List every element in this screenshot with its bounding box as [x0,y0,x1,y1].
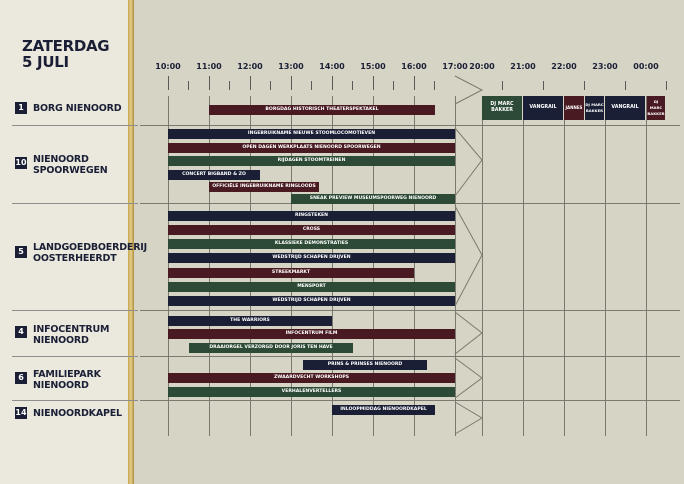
time-label: 21:00 [510,62,536,71]
hour-tick [209,76,210,90]
grid-line [646,96,647,436]
event-bar: INLOOPMIDDAG NIENOORDKAPEL [332,405,435,415]
location-familiepark: FAMILIEPARK NIENOORD [33,369,101,391]
event-bar: ZWAARDVECHT WORKSHOPS [168,373,455,383]
event-bar: DRAAIORGEL VERZORGD DOOR JORIS TEN HAVE [189,343,353,353]
event-bar: WEDSTRIJD SCHAPEN DRIJVEN [168,296,455,306]
time-label: 00:00 [633,62,659,71]
hour-tick [168,76,169,90]
hour-tick [250,76,251,90]
time-label: 22:00 [551,62,577,71]
hour-tick [332,76,333,90]
event-bar: OPEN DAGEN WERKPLAATS NIENOORD SPOORWEGE… [168,143,455,153]
location-landgoedboerderij: LANDGOEDBOERDERIJ OOSTERHEERDT [33,242,147,264]
half-tick [666,81,667,90]
page-title: ZATERDAG 5 JULI [22,37,110,71]
time-label: 17:00 [442,62,468,71]
event-bar: KLASSIEKE DEMONSTRATIES [168,239,455,249]
time-label: 11:00 [196,62,222,71]
half-tick [543,81,544,90]
section-line [140,356,680,357]
half-tick [311,81,312,90]
time-label: 10:00 [155,62,181,71]
event-bar: STREEKMARKT [168,268,414,278]
event-bar: THE WARRIORS [168,316,332,326]
separator [12,125,138,126]
evening-block: JANNES [564,96,584,120]
evening-block: DJ MARC BAKKER [482,96,522,120]
event-bar: WEDSTRIJD SCHAPEN DRIJVEN [168,253,455,263]
half-tick [270,81,271,90]
location-infocentrum: INFOCENTRUM NIENOORD [33,324,110,346]
location-number: 1 [15,102,27,114]
day-label: ZATERDAG [22,37,110,55]
grid-line [482,96,483,436]
location-number: 4 [15,326,27,338]
event-bar: INGEBRUIKNAME NIEUWE STOOMLOCOMOTIEVEN [168,129,455,139]
grid-line [209,96,210,436]
separator [12,310,138,311]
location-number: 5 [15,246,27,258]
location-number: 10 [15,157,27,169]
hour-tick [291,76,292,90]
event-bar: PRINS & PRINSES NIENOORD [303,360,427,370]
grid-line [373,96,374,436]
time-label: 23:00 [592,62,618,71]
grid-line [605,96,606,436]
grid-line [332,96,333,436]
grid-line [455,96,456,436]
section-line [140,400,680,401]
sidebar [0,0,132,484]
event-bar: INFOCENTRUM FILM [168,329,455,339]
half-tick [502,81,503,90]
gold-divider [128,0,134,484]
location-number: 6 [15,372,27,384]
grid-line [564,96,565,436]
separator [12,356,138,357]
hour-tick [414,76,415,90]
event-bar: SNEAK PREVIEW MUSEUMSPOORWEG NIENOORD [291,194,455,204]
event-bar: RIJDAGEN STOOMTREINEN [168,156,455,166]
evening-block: VANGRAIL [605,96,645,120]
half-tick [188,81,189,90]
half-tick [584,81,585,90]
evening-block: DJ MARC BAKKER [647,96,665,120]
half-tick [352,81,353,90]
half-tick [393,81,394,90]
location-borg-nienoord: BORG NIENOORD [33,103,122,114]
half-tick [625,81,626,90]
grid-line [291,96,292,436]
separator [12,203,138,204]
evening-block: DJ MARC BAKKER [585,96,604,120]
evening-block: VANGRAIL [523,96,563,120]
half-tick [229,81,230,90]
time-label: 12:00 [237,62,263,71]
section-line [140,310,680,311]
date-label: 5 JULI [22,53,69,71]
grid-line [414,96,415,436]
time-label: 16:00 [401,62,427,71]
event-bar: RINGSTEKEN [168,211,455,221]
grid-line [523,96,524,436]
event-bar: VERHALENVERTELLERS [168,387,455,397]
event-bar: OFFICIËLE INGEBRUIKNAME RINGLOODS [209,182,319,192]
location-nienoordkapel: NIENOORDKAPEL [33,408,122,419]
event-bar: CONCERT BIGBAND & ZO [168,170,260,180]
location-number: 14 [15,407,27,419]
grid-line [168,96,169,436]
event-bar: BORGDAG HISTORISCH THEATERSPEKTAKEL [209,105,435,115]
grid-line [250,96,251,436]
event-bar: MENSPORT [168,282,455,292]
time-label: 15:00 [360,62,386,71]
hour-tick [373,76,374,90]
separator [12,400,138,401]
half-tick [434,81,435,90]
time-label: 14:00 [319,62,345,71]
time-label: 13:00 [278,62,304,71]
location-nienoord-spoorwegen: NIENOORD SPOORWEGEN [33,154,108,176]
event-bar: CROSS [168,225,455,235]
time-label: 20:00 [469,62,495,71]
section-line [140,125,680,126]
